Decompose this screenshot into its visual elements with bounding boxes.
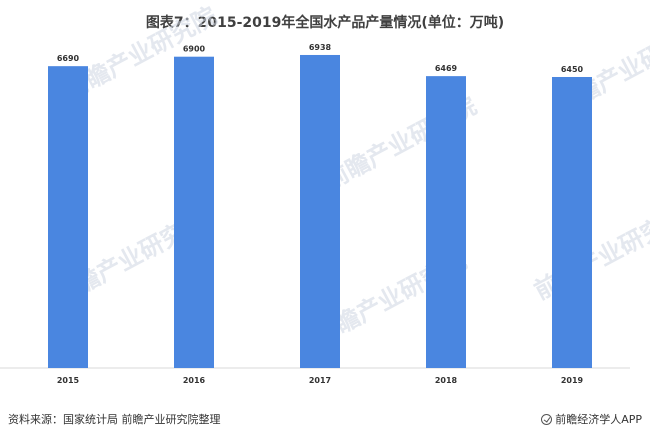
data-label-2016: 6900 (183, 45, 206, 54)
brand-label: 前瞻经济学人APP (555, 413, 642, 426)
bar-2015 (48, 66, 88, 368)
x-tick-label-2015: 2015 (57, 376, 80, 385)
x-tick-label-2017: 2017 (309, 376, 331, 385)
source-note: 资料来源：国家统计局 前瞻产业研究院整理 (8, 413, 221, 426)
brand-logo-icon (541, 413, 553, 425)
x-tick-label-2018: 2018 (435, 376, 458, 385)
bar-2018 (426, 76, 466, 369)
data-label-2019: 6450 (561, 65, 584, 74)
x-tick-label-2016: 2016 (183, 376, 206, 385)
data-label-2015: 6690 (57, 54, 80, 63)
x-tick-label-2019: 2019 (561, 376, 584, 385)
bar-2019 (552, 76, 592, 368)
brand-credit: 前瞻经济学人APP (541, 411, 642, 427)
data-label-2017: 6938 (309, 43, 332, 52)
data-label-2018: 6469 (435, 64, 458, 73)
bar-2016 (174, 56, 214, 368)
chart-title: 图表7：2015-2019年全国水产品产量情况(单位：万吨) (145, 15, 505, 31)
bar-2017 (300, 54, 340, 368)
